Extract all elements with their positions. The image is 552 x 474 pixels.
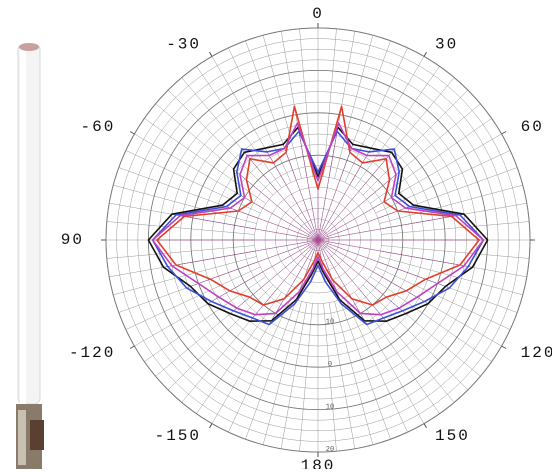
pattern-spoke <box>198 239 319 284</box>
angle-tick-label: 120 <box>521 344 552 362</box>
grid-spoke <box>280 302 308 449</box>
angle-tick-label: 60 <box>521 118 544 136</box>
radial-tick-label: 0 <box>328 361 332 369</box>
grid-spoke <box>196 291 282 414</box>
pattern-spoke <box>246 155 319 241</box>
angle-tick <box>501 131 507 135</box>
angle-tick <box>209 51 213 57</box>
pattern-spoke <box>317 239 418 298</box>
grid-spoke <box>379 184 523 224</box>
grid-spoke <box>106 245 255 259</box>
pattern-spoke <box>317 215 456 241</box>
pattern-spoke <box>171 239 319 266</box>
pattern-spoke <box>255 239 319 315</box>
pattern-spoke <box>317 174 397 241</box>
pattern-spoke <box>317 239 465 266</box>
pattern-spoke <box>269 155 319 241</box>
pattern-spoke <box>317 239 381 315</box>
grid-spoke <box>323 28 337 177</box>
grid-spoke <box>334 301 374 445</box>
pattern-spoke <box>317 155 367 241</box>
pattern-spoke <box>317 239 400 309</box>
grid-spoke <box>379 256 523 296</box>
grid-spoke <box>344 297 408 433</box>
grid-spoke <box>328 302 356 449</box>
angle-tick-label: 90 <box>61 231 84 249</box>
grid-spoke <box>196 66 282 189</box>
angle-tick-label: 150 <box>435 427 470 445</box>
grid-spoke <box>339 299 391 440</box>
grid-spoke <box>381 245 530 259</box>
grid-spoke <box>354 291 440 414</box>
pattern-spoke <box>284 148 319 241</box>
grid-spoke <box>323 303 337 452</box>
grid-spoke <box>299 28 313 177</box>
grid-spoke <box>344 47 408 183</box>
pattern-spoke <box>317 207 406 241</box>
pattern-spoke <box>317 239 438 284</box>
grid-spoke <box>354 66 440 189</box>
angle-tick <box>423 51 427 57</box>
pattern-spoke <box>180 215 319 241</box>
pattern-spoke <box>317 239 361 314</box>
angle-tick-label: 30 <box>435 35 458 53</box>
grid-spoke <box>167 89 274 196</box>
grid-spoke <box>228 297 292 433</box>
pattern-spoke <box>317 239 324 270</box>
angle-tick-label: 0 <box>312 5 324 23</box>
grid-spoke <box>144 118 267 204</box>
angle-tick <box>129 131 135 135</box>
grid-spoke <box>362 284 469 391</box>
angle-tick-label: -30 <box>166 35 201 53</box>
grid-spoke <box>144 276 267 362</box>
angle-tick <box>501 345 507 349</box>
pattern-spoke <box>239 174 319 241</box>
grid-spoke <box>113 184 257 224</box>
pattern-spoke <box>236 239 319 309</box>
grid-spoke <box>381 221 530 235</box>
radial-tick-label: 10 <box>326 319 334 327</box>
grid-spoke <box>334 35 374 179</box>
grid-spoke <box>362 89 469 196</box>
angle-tick <box>129 345 135 349</box>
pattern-spoke <box>317 148 352 241</box>
grid-spoke <box>262 35 302 179</box>
radial-tick-label: 10 <box>326 403 334 411</box>
pattern-spoke <box>230 207 319 241</box>
grid-spoke <box>262 301 302 445</box>
antenna-image <box>16 43 44 469</box>
pattern-spoke <box>317 123 339 241</box>
angle-tick-label: 180 <box>301 457 336 469</box>
grid-spoke <box>167 284 274 391</box>
angle-tick-label: -120 <box>69 344 115 362</box>
grid-spoke <box>113 256 257 296</box>
grid-spoke <box>228 47 292 183</box>
angle-tick <box>423 423 427 429</box>
pattern-spoke <box>244 197 319 241</box>
angle-tick-label: -150 <box>155 427 201 445</box>
pattern-spoke <box>317 239 338 292</box>
grid-spoke <box>125 266 261 330</box>
pattern-spoke <box>298 239 319 292</box>
pattern-spoke <box>275 239 319 314</box>
angle-tick <box>209 423 213 429</box>
grid-spoke <box>369 118 492 204</box>
grid-spoke <box>245 299 297 440</box>
angle-tick-label: -60 <box>81 118 116 136</box>
pattern-spoke <box>218 239 319 298</box>
grid-spoke <box>106 221 255 235</box>
radial-tick-label: 20 <box>326 446 334 454</box>
pattern-spoke <box>317 197 392 241</box>
grid-spoke <box>375 266 511 330</box>
grid-spoke <box>299 303 313 452</box>
pattern-spoke <box>317 155 390 241</box>
pattern-spoke <box>312 239 319 270</box>
pattern-spoke <box>297 123 319 241</box>
grid-spoke <box>369 276 492 362</box>
